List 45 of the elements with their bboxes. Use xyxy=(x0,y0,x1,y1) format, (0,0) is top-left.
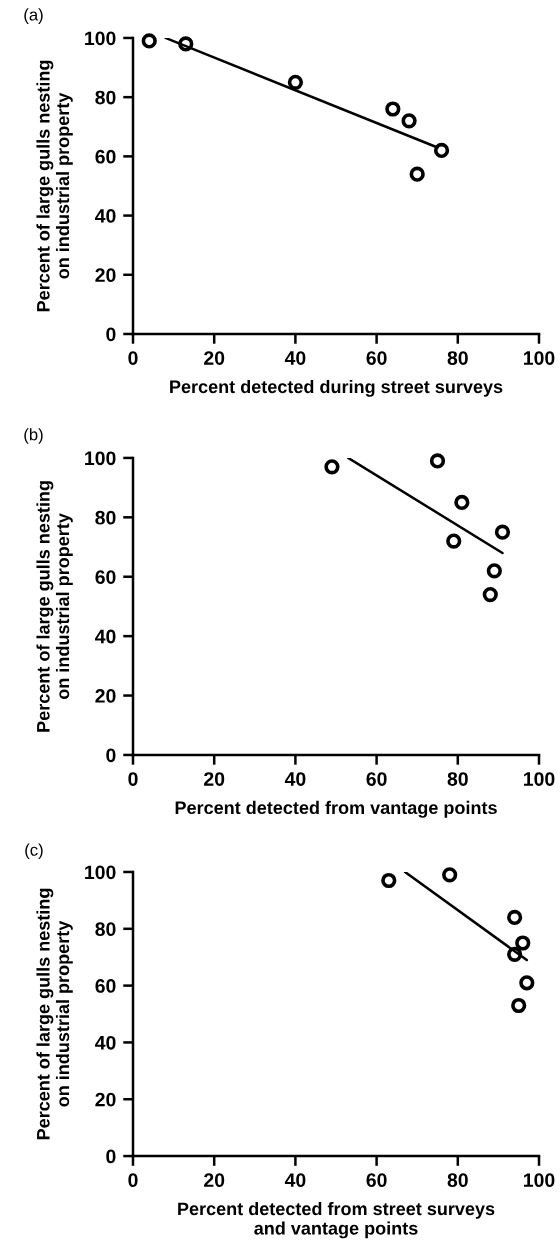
y-tick-label: 20 xyxy=(95,1092,116,1107)
x-tick-label: 80 xyxy=(447,351,468,365)
x-tick-label: 40 xyxy=(284,1173,306,1188)
y-tick-label: 80 xyxy=(95,922,116,937)
y-tick-label: 0 xyxy=(106,1149,116,1164)
x-tick-label: 40 xyxy=(284,772,306,786)
y-axis-title: Percent of large gulls nesting on industrial property xyxy=(36,481,73,732)
y-tick-label: 80 xyxy=(95,510,116,525)
y-tick-label: 60 xyxy=(95,979,116,993)
x-tick-label: 100 xyxy=(524,351,555,365)
x-tick-label: 20 xyxy=(204,1173,225,1188)
y-tick-label: 100 xyxy=(85,865,116,880)
y-tick-label: 60 xyxy=(95,570,116,584)
y-tick-label: 60 xyxy=(95,149,116,164)
x-tick-label: 80 xyxy=(447,1173,468,1188)
x-tick-label: 60 xyxy=(366,351,387,365)
x-tick-label: 100 xyxy=(524,772,555,786)
x-axis-title: Percent detected from street surveys and vantage points xyxy=(178,1201,495,1239)
x-tick-label: 100 xyxy=(524,1173,555,1188)
x-tick-label: 20 xyxy=(204,351,225,365)
y-tick-label: 0 xyxy=(106,327,116,342)
x-tick-label: 0 xyxy=(128,1173,138,1188)
y-tick-label: 0 xyxy=(106,748,116,763)
y-tick-label: 100 xyxy=(85,31,116,46)
y-tick-label: 80 xyxy=(95,90,116,105)
x-tick-label: 0 xyxy=(128,351,138,365)
x-tick-label: 60 xyxy=(366,1173,387,1188)
x-axis-title: Percent detected during street surveys xyxy=(170,379,503,397)
y-axis-title: Percent of large gulls nesting on industrial property xyxy=(36,888,73,1140)
y-tick-label: 40 xyxy=(95,1035,116,1050)
chart-title: (b) xyxy=(24,428,43,444)
x-axis-title: Percent detected from vantage points xyxy=(175,800,497,818)
y-tick-label: 100 xyxy=(85,451,116,466)
x-tick-label: 60 xyxy=(366,772,387,786)
y-tick-label: 20 xyxy=(95,268,116,283)
x-tick-label: 20 xyxy=(204,772,225,786)
chart-title: (c) xyxy=(25,843,43,860)
y-tick-label: 40 xyxy=(95,209,116,223)
y-tick-label: 40 xyxy=(95,629,116,644)
x-tick-label: 80 xyxy=(447,772,468,786)
y-tick-label: 20 xyxy=(95,689,116,703)
x-tick-label: 40 xyxy=(284,351,306,365)
x-tick-label: 0 xyxy=(128,772,138,786)
chart-title: (a) xyxy=(24,8,43,24)
y-axis-title: Percent of large gulls nesting on industrial property xyxy=(36,60,73,312)
